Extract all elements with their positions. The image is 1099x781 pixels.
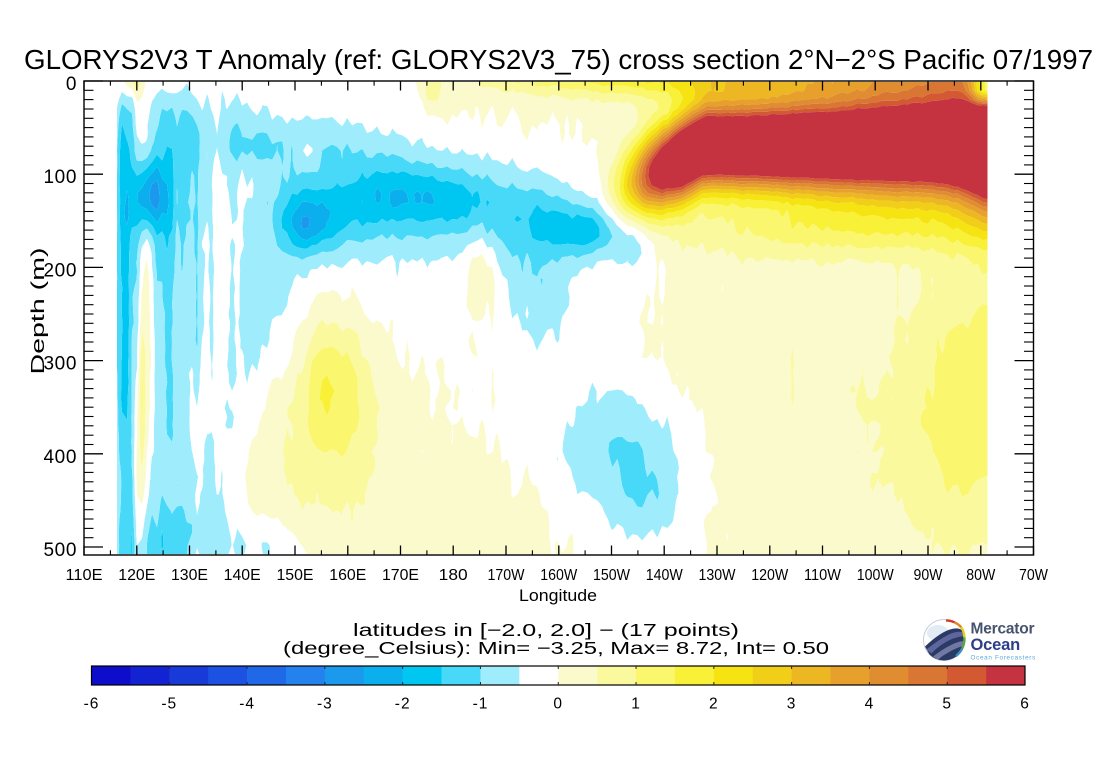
svg-text:70W: 70W — [1019, 567, 1048, 584]
svg-text:-3: -3 — [317, 696, 333, 713]
svg-text:Ocean Forecasters: Ocean Forecasters — [971, 655, 1036, 662]
svg-text:500: 500 — [43, 540, 77, 561]
svg-text:-5: -5 — [161, 696, 177, 713]
svg-text:-1: -1 — [473, 696, 489, 713]
svg-text:120W: 120W — [751, 567, 788, 584]
svg-text:150E: 150E — [277, 567, 314, 584]
svg-text:3: 3 — [787, 696, 797, 713]
svg-text:latitudes in [−2.0, 2.0] − (17: latitudes in [−2.0, 2.0] − (17 points) — [353, 620, 739, 640]
svg-text:100: 100 — [43, 167, 77, 188]
svg-text:170E: 170E — [382, 567, 419, 584]
svg-text:160E: 160E — [329, 567, 366, 584]
svg-text:150W: 150W — [593, 567, 630, 584]
svg-text:400: 400 — [43, 447, 77, 468]
svg-text:0: 0 — [553, 696, 563, 713]
svg-text:-6: -6 — [84, 696, 100, 713]
svg-text:140W: 140W — [646, 567, 683, 584]
svg-text:140E: 140E — [224, 567, 261, 584]
svg-text:300: 300 — [43, 354, 77, 375]
svg-text:80W: 80W — [966, 567, 995, 584]
svg-text:170W: 170W — [488, 567, 525, 584]
svg-text:180: 180 — [439, 567, 468, 584]
svg-text:6: 6 — [1020, 696, 1030, 713]
svg-text:2: 2 — [709, 696, 719, 713]
svg-text:-4: -4 — [239, 696, 255, 713]
svg-text:-2: -2 — [395, 696, 411, 713]
svg-text:130E: 130E — [171, 567, 208, 584]
svg-text:110E: 110E — [66, 567, 103, 584]
svg-text:(degree_Celsius): Min= −3.25,: (degree_Celsius): Min= −3.25, Max= 8.72,… — [283, 638, 829, 659]
svg-text:120E: 120E — [118, 567, 155, 584]
svg-text:90W: 90W — [914, 567, 943, 584]
svg-text:1: 1 — [631, 696, 641, 713]
svg-text:0: 0 — [66, 74, 77, 95]
svg-text:160W: 160W — [540, 567, 577, 584]
svg-text:4: 4 — [865, 696, 875, 713]
svg-text:Ocean: Ocean — [971, 636, 1021, 654]
svg-text:110W: 110W — [804, 567, 841, 584]
svg-text:Longitude: Longitude — [519, 586, 597, 605]
svg-text:100W: 100W — [857, 567, 894, 584]
svg-text:Depth (m): Depth (m) — [28, 248, 48, 375]
svg-text:Mercator: Mercator — [971, 621, 1035, 638]
svg-text:130W: 130W — [699, 567, 736, 584]
svg-text:200: 200 — [43, 260, 77, 281]
svg-text:5: 5 — [942, 696, 952, 713]
svg-text:GLORYS2V3 T Anomaly (ref: GLOR: GLORYS2V3 T Anomaly (ref: GLORYS2V3_75) … — [24, 44, 1093, 75]
